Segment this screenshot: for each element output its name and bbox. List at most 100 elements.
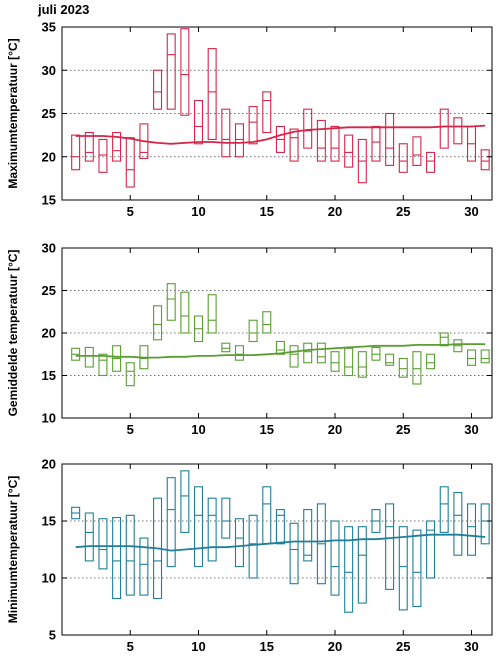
day-box [180,28,190,116]
day-box [248,319,258,343]
day-box [412,529,422,608]
day-box [412,136,422,166]
day-box [453,491,463,556]
day-box [371,125,381,162]
y-tick-label: 20 [42,326,56,341]
day-box [207,294,217,334]
day-box [289,345,299,368]
day-box [71,134,81,171]
day-box [180,470,190,533]
day-box [125,137,135,188]
day-box [112,517,122,600]
day-box [193,99,204,145]
x-tick-label: 25 [396,422,410,437]
day-box [398,143,408,173]
plot-frame [61,463,493,636]
x-tick-label: 5 [127,422,134,437]
day-box [166,283,176,321]
y-tick-label: 25 [42,106,56,121]
normal-line [75,124,486,145]
day-box [412,351,422,385]
day-box [98,353,108,377]
day-box [153,305,163,341]
x-tick-label: 15 [260,204,274,219]
day-box [357,526,367,604]
y-tick-label: 10 [42,571,56,586]
day-box [480,349,490,364]
day-box [439,108,449,149]
day-box [398,526,408,611]
x-tick-label: 20 [328,422,342,437]
y-tick-label: 30 [42,241,56,256]
day-box [330,125,340,162]
x-tick-label: 15 [260,422,274,437]
y-axis-label: Minimumtemperatuur [°C] [6,476,20,623]
day-box [330,520,340,596]
day-box [480,149,490,171]
day-box [480,503,490,545]
day-box [385,112,395,166]
normal-line [75,343,486,359]
day-box [84,346,94,368]
day-box [193,486,204,568]
x-tick-label: 10 [191,639,205,654]
day-box [234,518,244,568]
y-axis-label: Gemiddelde temperatuur [°C] [6,250,20,417]
day-box [303,108,313,149]
day-box [426,353,436,370]
day-box [166,33,176,110]
day-box [316,342,326,364]
day-box [398,357,408,378]
panel-mean-temperature: 10 15 20 25 30 5 10 15 20 25 30 Gemiddelde temperat… [6,241,493,437]
day-box [98,518,108,570]
y-tick-label: 35 [42,20,56,35]
x-tick-label: 5 [127,204,134,219]
y-tick-label: 15 [42,514,56,529]
day-box [112,131,122,162]
y-tick-label: 20 [42,457,56,472]
x-tick-label: 30 [464,639,478,654]
day-box [207,48,217,140]
day-box [344,526,354,613]
panel-max-temperature: 15 20 25 30 35 5 10 15 20 25 30 Maximumtemperatuur … [6,20,493,219]
x-tick-label: 25 [396,204,410,219]
x-tick-label: 5 [127,639,134,654]
day-box [303,342,313,364]
day-box [125,514,135,596]
normal-line [75,533,486,552]
day-box [467,349,477,366]
day-box [221,108,231,158]
panel-min-temperature: 5 10 15 20 5 10 15 20 25 30 Minimumtemperatuur [°C… [6,457,493,654]
day-box [439,486,449,533]
day-box [98,138,108,173]
day-box [426,520,436,579]
day-box [344,134,354,168]
day-box [180,291,190,334]
y-tick-label: 30 [42,63,56,78]
day-box [248,106,258,145]
day-box [84,512,94,562]
day-box [344,347,354,377]
x-tick-label: 25 [396,639,410,654]
day-box [84,131,94,162]
day-box [262,91,272,134]
day-box [385,353,395,366]
y-tick-label: 15 [42,368,56,383]
day-box [426,151,436,173]
day-box [221,342,231,353]
y-tick-label: 20 [42,149,56,164]
x-tick-label: 30 [464,204,478,219]
day-box [262,486,272,545]
day-box [453,117,463,145]
day-box [139,537,149,596]
day-box [153,69,163,110]
x-tick-label: 10 [191,204,205,219]
y-axis-label: Maximumtemperatuur [°C] [6,38,20,188]
day-box [248,514,258,579]
day-box [207,497,217,562]
x-tick-label: 20 [328,639,342,654]
y-tick-label: 10 [42,411,56,426]
x-tick-label: 30 [464,422,478,437]
day-box [385,503,395,590]
